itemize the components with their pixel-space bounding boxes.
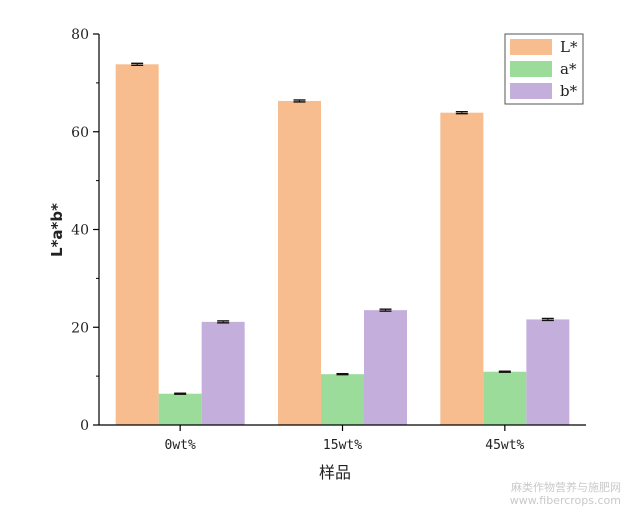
- bar-bstar-45wt%: [526, 319, 570, 425]
- legend-label: a*: [560, 60, 577, 78]
- x-ticks-layer: 0wt% 15wt% 45wt%: [165, 425, 525, 453]
- legend-label: L*: [560, 38, 578, 56]
- bar-astar-45wt%: [483, 371, 527, 425]
- watermark-url: www.fibercrops.com: [509, 494, 621, 507]
- watermark-title: 麻类作物营养与施肥网: [511, 481, 621, 494]
- x-axis-title: 样品: [319, 463, 351, 482]
- bar-astar-15wt%: [321, 374, 364, 425]
- legend-swatch-astar: [510, 61, 552, 77]
- legend-swatch-bstar: [510, 83, 552, 99]
- y-axis-title: L*a*b*: [48, 203, 66, 257]
- bar-astar-0wt%: [158, 393, 202, 425]
- x-tick-label: 45wt%: [485, 438, 524, 453]
- bar-Lstar-15wt%: [278, 100, 321, 426]
- x-tick-label: 15wt%: [323, 438, 362, 453]
- y-tick-label: 80: [71, 27, 89, 43]
- bar-Lstar-45wt%: [440, 112, 484, 425]
- legend-label: b*: [560, 82, 578, 100]
- y-tick-label: 40: [71, 223, 89, 239]
- bar-Lstar-0wt%: [115, 64, 159, 426]
- y-tick-label: 20: [71, 320, 89, 336]
- y-tick-label: 60: [71, 125, 89, 141]
- legend-swatch-Lstar: [510, 39, 552, 55]
- y-ticks-layer: 0 20 40 60 80: [71, 27, 99, 434]
- x-tick-label: 0wt%: [165, 438, 196, 453]
- bars-layer: [115, 62, 570, 426]
- bar-bstar-0wt%: [201, 321, 245, 425]
- bar-bstar-15wt%: [364, 310, 407, 425]
- legend: L* a* b*: [504, 33, 584, 105]
- y-tick-label: 0: [80, 418, 89, 434]
